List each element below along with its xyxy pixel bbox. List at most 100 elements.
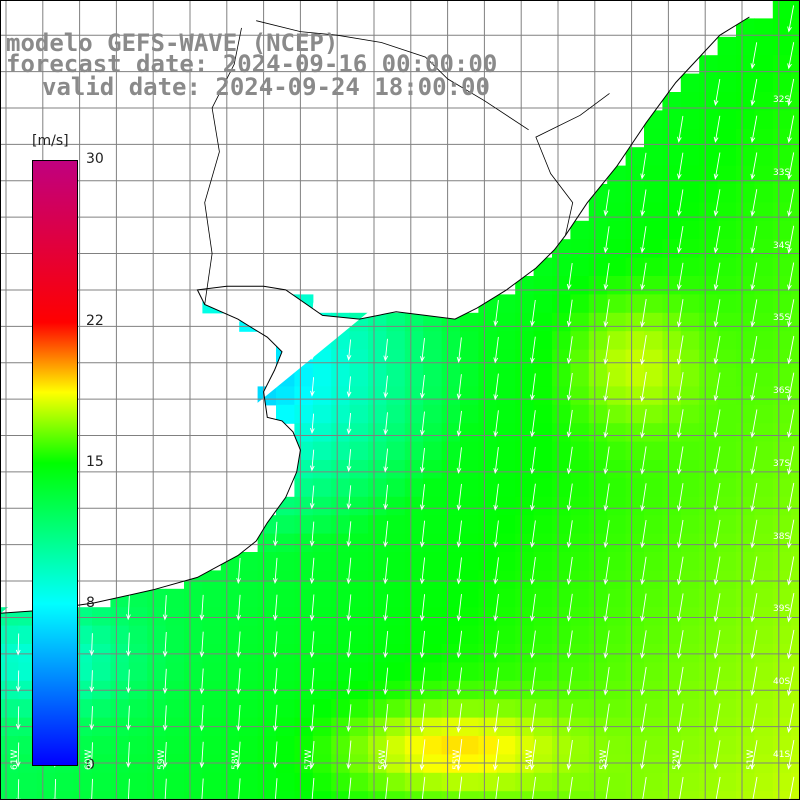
wind-cell bbox=[699, 441, 719, 461]
wind-cell bbox=[717, 607, 737, 627]
wind-cell bbox=[791, 239, 800, 259]
lon-label: 53W bbox=[598, 749, 609, 770]
wind-cell bbox=[349, 331, 369, 351]
wind-cell bbox=[349, 662, 369, 682]
wind-cell bbox=[496, 662, 516, 682]
wind-cell bbox=[294, 570, 314, 590]
wind-arrow bbox=[603, 409, 610, 439]
wind-cell bbox=[791, 460, 800, 479]
wind-cell bbox=[754, 257, 774, 277]
wind-cell bbox=[533, 552, 553, 571]
wind-cell bbox=[533, 570, 553, 590]
wind-cell bbox=[662, 754, 682, 774]
wind-cell bbox=[791, 588, 800, 608]
wind-cell bbox=[331, 736, 351, 755]
wind-arrow bbox=[456, 520, 462, 548]
wind-cell bbox=[717, 386, 737, 406]
wind-cell bbox=[515, 441, 535, 461]
wind-cell bbox=[736, 625, 755, 645]
wind-arrow bbox=[493, 483, 499, 511]
colorbar-tick-label: 22 bbox=[86, 312, 104, 329]
wind-cell bbox=[386, 515, 406, 535]
wind-cell bbox=[644, 754, 663, 774]
wind-arrow bbox=[236, 741, 241, 769]
wind-cell bbox=[662, 478, 682, 498]
wind-cell bbox=[754, 754, 774, 774]
wind-cell bbox=[423, 386, 443, 406]
wind-cell bbox=[331, 368, 351, 387]
wind-cell bbox=[478, 552, 498, 571]
wind-cell bbox=[460, 533, 479, 553]
wind-cell bbox=[699, 570, 719, 590]
wind-cell bbox=[588, 276, 608, 295]
wind-cell bbox=[736, 239, 755, 259]
wind-cell bbox=[552, 515, 571, 535]
wind-cell bbox=[404, 588, 424, 608]
wind-cell bbox=[128, 625, 148, 645]
wind-arrow bbox=[750, 225, 758, 254]
wind-cell bbox=[460, 699, 479, 719]
wind-cell bbox=[55, 791, 75, 800]
wind-cell bbox=[515, 404, 535, 424]
wind-arrow bbox=[383, 703, 389, 733]
map-title-forecast-date: forecast date: 2024-09-16 00:00:00 bbox=[6, 50, 498, 78]
wind-cell bbox=[754, 736, 774, 755]
wind-arrow bbox=[787, 556, 795, 586]
wind-cell bbox=[625, 331, 645, 351]
wind-cell bbox=[736, 386, 755, 406]
wind-arrow bbox=[787, 42, 795, 70]
wind-cell bbox=[276, 386, 295, 406]
colorbar-tick-label: 0 bbox=[86, 757, 95, 773]
wind-cell bbox=[386, 386, 406, 406]
wind-cell bbox=[736, 294, 755, 314]
wind-arrow bbox=[603, 262, 610, 291]
wind-cell bbox=[515, 736, 535, 755]
wind-cell bbox=[791, 736, 800, 755]
wind-arrow bbox=[786, 740, 795, 770]
wind-arrow bbox=[787, 629, 795, 660]
wind-cell bbox=[607, 496, 627, 516]
wind-cell bbox=[533, 699, 553, 719]
wind-cell bbox=[220, 588, 240, 608]
wind-cell bbox=[791, 165, 800, 185]
wind-cell bbox=[312, 699, 332, 719]
wind-cell bbox=[515, 625, 535, 645]
wind-cell bbox=[552, 460, 571, 479]
wind-cell bbox=[754, 36, 774, 56]
wind-cell bbox=[496, 625, 516, 645]
wind-cell bbox=[791, 128, 800, 148]
wind-cell bbox=[165, 791, 185, 800]
wind-cell bbox=[588, 625, 608, 645]
wind-cell bbox=[717, 772, 737, 792]
wind-cell bbox=[478, 533, 498, 553]
wind-cell bbox=[202, 754, 222, 774]
wind-cell bbox=[184, 588, 203, 608]
wind-cell bbox=[110, 754, 130, 774]
wind-cell bbox=[460, 552, 479, 571]
wind-cell bbox=[607, 441, 627, 461]
wind-cell bbox=[220, 662, 240, 682]
wind-arrow bbox=[346, 740, 352, 770]
wind-cell bbox=[625, 404, 645, 424]
wind-cell bbox=[552, 349, 571, 369]
wind-cell bbox=[754, 478, 774, 498]
wind-cell bbox=[312, 404, 332, 424]
wind-cell bbox=[460, 570, 479, 590]
wind-cell bbox=[662, 404, 682, 424]
wind-cell bbox=[257, 607, 277, 627]
wind-cell bbox=[386, 736, 406, 755]
wind-arrow bbox=[566, 703, 573, 733]
wind-cell bbox=[662, 165, 682, 185]
wind-cell bbox=[460, 404, 479, 424]
wind-arrow bbox=[162, 741, 168, 768]
wind-cell bbox=[717, 368, 737, 387]
wind-cell bbox=[478, 625, 498, 645]
wind-cell bbox=[294, 515, 314, 535]
wind-cell bbox=[791, 92, 800, 111]
wind-cell bbox=[791, 349, 800, 369]
wind-arrow bbox=[419, 520, 426, 548]
wind-arrow bbox=[603, 189, 610, 217]
wind-cell bbox=[368, 460, 387, 479]
wind-arrow bbox=[566, 336, 573, 365]
wind-cell bbox=[92, 772, 111, 792]
